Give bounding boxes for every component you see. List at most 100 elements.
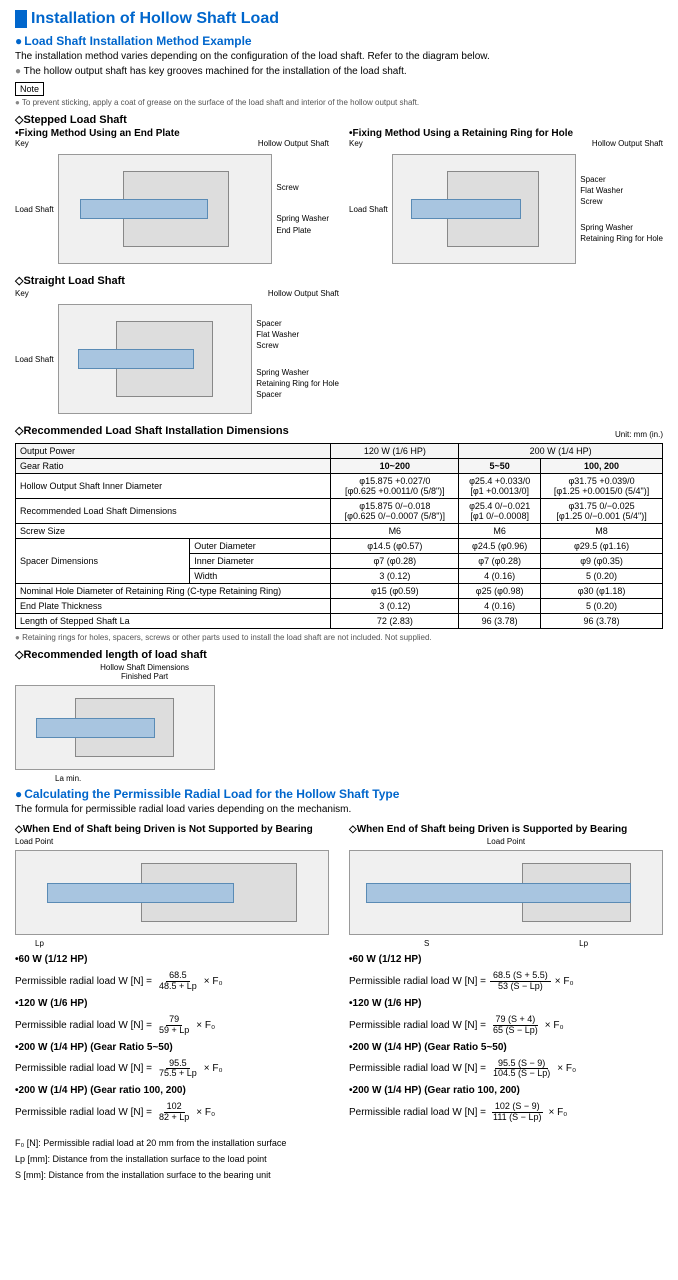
- row-screw: Screw Size: [16, 524, 331, 539]
- cell: M6: [459, 524, 541, 539]
- row-id: Inner Diameter: [190, 554, 331, 569]
- diagram-case1: [15, 850, 329, 935]
- label-spacer4: Spacer: [256, 389, 339, 400]
- f-w60b: 60 W (1/12 HP): [349, 954, 663, 965]
- row-length: Length of Stepped Shaft La: [16, 614, 331, 629]
- label-retaining3: Retaining Ring for Hole: [256, 378, 339, 389]
- diagram-case2: [349, 850, 663, 935]
- label-spring2: Spring Washer: [580, 222, 663, 233]
- label-key2: Key: [349, 139, 363, 148]
- cell: 4 (0.16): [459, 599, 541, 614]
- cell: φ29.5 (φ1.16): [541, 539, 663, 554]
- formula-1-60: Permissible radial load W [N] = 68.548.5…: [15, 971, 223, 992]
- label-key3: Key: [15, 289, 29, 298]
- label-screw3: Screw: [256, 340, 339, 351]
- row-rec: Recommended Load Shaft Dimensions: [16, 499, 331, 524]
- note-text: To prevent sticking, apply a coat of gre…: [15, 98, 663, 107]
- label-retaining: Retaining Ring for Hole: [580, 233, 663, 244]
- calc-text: The formula for permissible radial load …: [15, 803, 663, 816]
- unit-label: Unit: mm (in.): [615, 430, 663, 439]
- cell: φ15 (φ0.59): [331, 584, 459, 599]
- label-spacer3: Spacer: [256, 318, 339, 329]
- dimensions-table: Output Power 120 W (1/6 HP) 200 W (1/4 H…: [15, 443, 663, 629]
- dimtable-title: Recommended Load Shaft Installation Dime…: [15, 424, 289, 437]
- cell: φ15.875 0/−0.018[φ0.625 0/−0.0007 (5/8")…: [331, 499, 459, 524]
- reclength-label3: La min.: [55, 774, 274, 783]
- cell: 3 (0.12): [331, 569, 459, 584]
- cell: 3 (0.12): [331, 599, 459, 614]
- label-endplate: End Plate: [276, 225, 329, 236]
- section1-text2: The hollow output shaft has key grooves …: [15, 65, 663, 78]
- cell: 5 (0.20): [541, 599, 663, 614]
- def-s: S [mm]: Distance from the installation s…: [15, 1170, 663, 1180]
- label-load: Load Shaft: [15, 205, 54, 214]
- th-gear: Gear Ratio: [16, 459, 331, 474]
- f-w200a: 200 W (1/4 HP) (Gear Ratio 5~50): [15, 1042, 329, 1053]
- cell: φ9 (φ0.35): [541, 554, 663, 569]
- reclength-label1: Hollow Shaft Dimensions: [15, 663, 274, 672]
- cell: φ25.4 0/−0.021[φ1 0/−0.0008]: [459, 499, 541, 524]
- label-load2: Load Shaft: [349, 205, 388, 214]
- load-point-label: Load Point: [15, 837, 329, 846]
- cell: M6: [331, 524, 459, 539]
- f-w200b: 200 W (1/4 HP) (Gear ratio 100, 200): [15, 1085, 329, 1096]
- formula-2-60: Permissible radial load W [N] = 68.5 (S …: [349, 971, 574, 992]
- diagram-reclength: [15, 685, 215, 770]
- th-p120: 120 W (1/6 HP): [331, 444, 459, 459]
- label-spring: Spring Washer: [276, 213, 329, 224]
- th-r2: 5~50: [459, 459, 541, 474]
- row-od: Outer Diameter: [190, 539, 331, 554]
- th-output: Output Power: [16, 444, 331, 459]
- row-hollow: Hollow Output Shaft Inner Diameter: [16, 474, 331, 499]
- f-w120b: 120 W (1/6 HP): [349, 998, 663, 1009]
- section1-title: Load Shaft Installation Method Example: [15, 34, 663, 48]
- reclength-label2: Finished Part: [15, 672, 274, 681]
- f-w200bb: 200 W (1/4 HP) (Gear ratio 100, 200): [349, 1085, 663, 1096]
- cell: φ30 (φ1.18): [541, 584, 663, 599]
- cell: 96 (3.78): [541, 614, 663, 629]
- label-hollow3: Hollow Output Shaft: [268, 289, 339, 298]
- table-footnote: Retaining rings for holes, spacers, scre…: [15, 633, 663, 642]
- def-f0: F₀ [N]: Permissible radial load at 20 mm…: [15, 1138, 663, 1148]
- formula-1-120: Permissible radial load W [N] = 7959 + L…: [15, 1015, 215, 1036]
- label-screw: Screw: [276, 182, 329, 193]
- label-flat: Flat Washer: [580, 185, 663, 196]
- cell: φ25 (φ0.98): [459, 584, 541, 599]
- th-p200: 200 W (1/4 HP): [459, 444, 663, 459]
- note-label: Note: [15, 82, 44, 96]
- case2-title: When End of Shaft being Driven is Suppor…: [349, 824, 663, 835]
- cell: 4 (0.16): [459, 569, 541, 584]
- diagram-straight: [58, 304, 253, 414]
- case1-title: When End of Shaft being Driven is Not Su…: [15, 824, 329, 835]
- straight-title: Straight Load Shaft: [15, 274, 663, 287]
- row-endplate: End Plate Thickness: [16, 599, 331, 614]
- formula-1-200b: Permissible radial load W [N] = 10282 + …: [15, 1102, 215, 1123]
- cell: φ31.75 0/−0.025[φ1.25 0/−0.001 (5/4")]: [541, 499, 663, 524]
- label-spacer: Spacer: [580, 174, 663, 185]
- diagram-stepped-1: [58, 154, 273, 264]
- s-label: S: [424, 939, 429, 948]
- formula-2-120: Permissible radial load W [N] = 79 (S + …: [349, 1015, 564, 1036]
- th-r3: 100, 200: [541, 459, 663, 474]
- cell: M8: [541, 524, 663, 539]
- label-load3: Load Shaft: [15, 355, 54, 364]
- label-hollow2: Hollow Output Shaft: [592, 139, 663, 148]
- cell: 96 (3.78): [459, 614, 541, 629]
- method1-title: Fixing Method Using an End Plate: [15, 128, 329, 139]
- cell: φ25.4 +0.033/0[φ1 +0.0013/0]: [459, 474, 541, 499]
- f-w200ab: 200 W (1/4 HP) (Gear Ratio 5~50): [349, 1042, 663, 1053]
- diagram-stepped-2: [392, 154, 577, 264]
- cell: φ7 (φ0.28): [459, 554, 541, 569]
- cell: φ31.75 +0.039/0[φ1.25 +0.0015/0 (5/4")]: [541, 474, 663, 499]
- row-nominal: Nominal Hole Diameter of Retaining Ring …: [16, 584, 331, 599]
- calc-title: Calculating the Permissible Radial Load …: [15, 787, 663, 801]
- method2-title: Fixing Method Using a Retaining Ring for…: [349, 128, 663, 139]
- cell: 72 (2.83): [331, 614, 459, 629]
- f-w60: 60 W (1/12 HP): [15, 954, 329, 965]
- reclength-title: Recommended length of load shaft: [15, 648, 663, 661]
- row-spacer: Spacer Dimensions: [16, 539, 190, 584]
- cell: φ24.5 (φ0.96): [459, 539, 541, 554]
- stepped-title: Stepped Load Shaft: [15, 113, 663, 126]
- page-title: Installation of Hollow Shaft Load: [15, 10, 663, 28]
- formula-2-200a: Permissible radial load W [N] = 95.5 (S …: [349, 1059, 576, 1080]
